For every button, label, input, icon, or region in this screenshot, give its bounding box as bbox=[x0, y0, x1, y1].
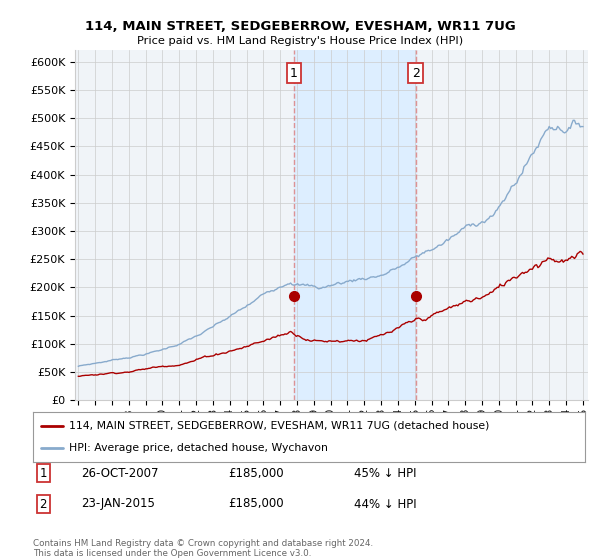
Text: 1: 1 bbox=[40, 466, 47, 480]
Text: 114, MAIN STREET, SEDGEBERROW, EVESHAM, WR11 7UG: 114, MAIN STREET, SEDGEBERROW, EVESHAM, … bbox=[85, 20, 515, 32]
Text: 26-OCT-2007: 26-OCT-2007 bbox=[81, 466, 158, 480]
Text: Contains HM Land Registry data © Crown copyright and database right 2024.
This d: Contains HM Land Registry data © Crown c… bbox=[33, 539, 373, 558]
Bar bbox=[294, 50, 416, 400]
Text: Price paid vs. HM Land Registry's House Price Index (HPI): Price paid vs. HM Land Registry's House … bbox=[137, 36, 463, 46]
Text: 114, MAIN STREET, SEDGEBERROW, EVESHAM, WR11 7UG (detached house): 114, MAIN STREET, SEDGEBERROW, EVESHAM, … bbox=[69, 421, 489, 431]
Text: HPI: Average price, detached house, Wychavon: HPI: Average price, detached house, Wych… bbox=[69, 443, 328, 453]
Text: 2: 2 bbox=[40, 497, 47, 511]
Text: 44% ↓ HPI: 44% ↓ HPI bbox=[354, 497, 416, 511]
Text: 45% ↓ HPI: 45% ↓ HPI bbox=[354, 466, 416, 480]
Text: 2: 2 bbox=[412, 67, 420, 80]
Text: 23-JAN-2015: 23-JAN-2015 bbox=[81, 497, 155, 511]
Text: £185,000: £185,000 bbox=[228, 466, 284, 480]
Text: £185,000: £185,000 bbox=[228, 497, 284, 511]
Text: 1: 1 bbox=[290, 67, 298, 80]
